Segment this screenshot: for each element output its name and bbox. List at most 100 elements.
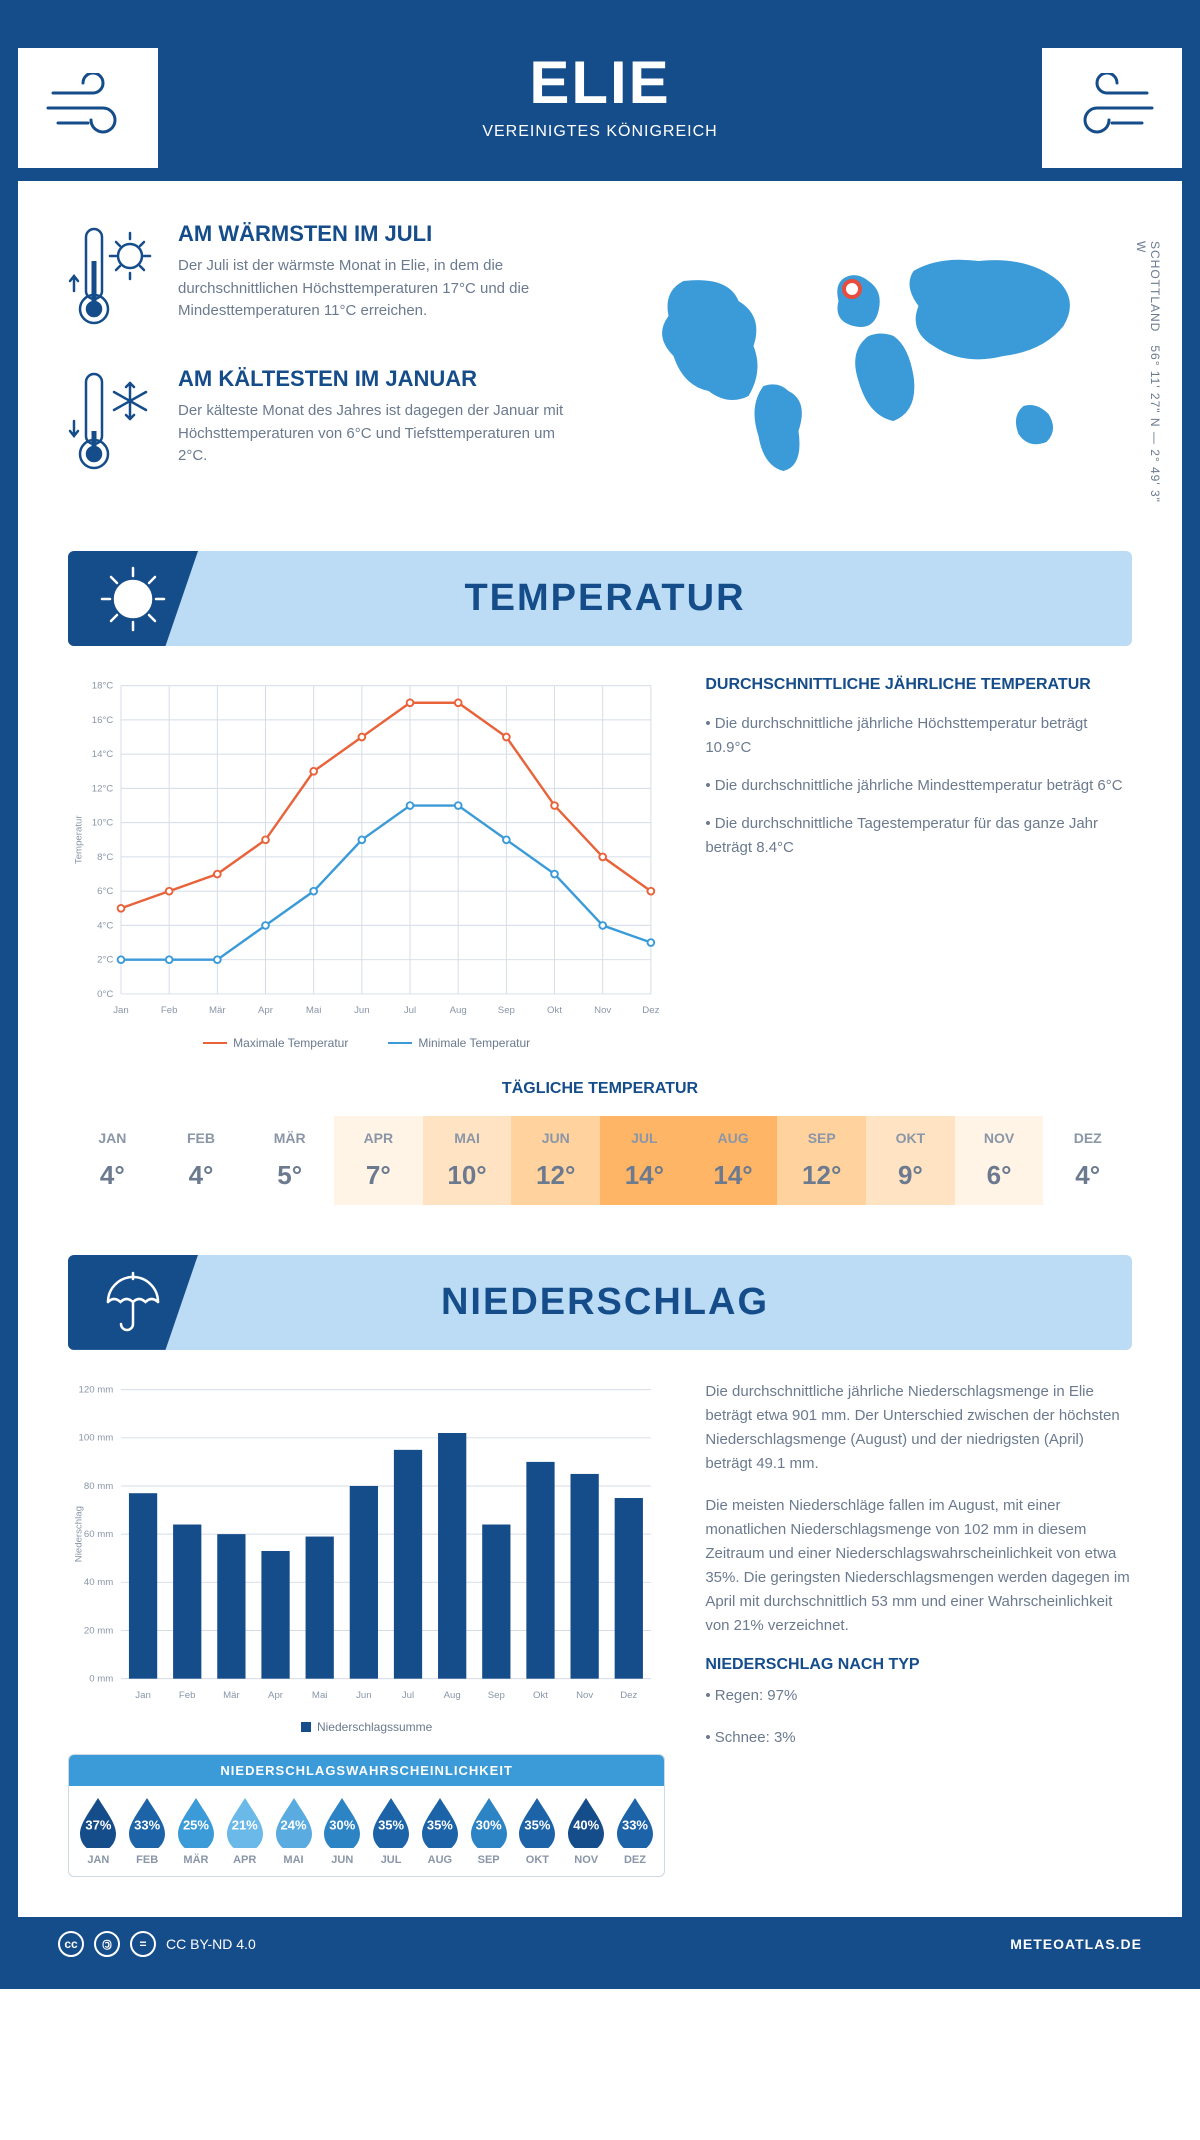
city-title: ELIE: [38, 48, 1162, 117]
nd-icon: =: [130, 1931, 156, 1957]
precipitation-left: 0 mm20 mm40 mm60 mm80 mm100 mm120 mmJanF…: [68, 1380, 665, 1878]
temp-cell: AUG14°: [689, 1116, 778, 1205]
footer-left: cc 🄯 = CC BY-ND 4.0: [58, 1931, 256, 1957]
prob-cell: 30% SEP: [465, 1796, 512, 1866]
intro-left: AM WÄRMSTEN IM JULI Der Juli ist der wär…: [68, 221, 585, 511]
warmest-text: Der Juli ist der wärmste Monat in Elie, …: [178, 255, 585, 323]
daily-temp-title: TÄGLICHE TEMPERATUR: [68, 1080, 1132, 1098]
umbrella-icon: [68, 1255, 198, 1350]
svg-text:20 mm: 20 mm: [84, 1625, 113, 1636]
svg-text:4°C: 4°C: [97, 920, 113, 931]
temp-info-title: DURCHSCHNITTLICHE JÄHRLICHE TEMPERATUR: [705, 676, 1132, 694]
svg-text:40 mm: 40 mm: [84, 1577, 113, 1588]
prob-cell: 33% DEZ: [612, 1796, 659, 1866]
svg-text:12°C: 12°C: [92, 783, 114, 794]
daily-temperature: TÄGLICHE TEMPERATUR JAN4°FEB4°MÄR5°APR7°…: [68, 1080, 1132, 1205]
thermometer-cold-icon: [68, 366, 158, 481]
precipitation-banner: NIEDERSCHLAG: [68, 1255, 1132, 1350]
svg-text:Jan: Jan: [135, 1690, 151, 1701]
svg-text:16°C: 16°C: [92, 715, 114, 726]
temp-legend: Maximale Temperatur Minimale Temperatur: [68, 1036, 665, 1050]
prob-cell: 24% MAI: [270, 1796, 317, 1866]
prob-cell: 33% FEB: [124, 1796, 171, 1866]
svg-text:10°C: 10°C: [92, 818, 114, 829]
coordinates: SCHOTTLAND 56° 11' 27" N — 2° 49' 3" W: [1134, 241, 1162, 511]
site-name: METEOATLAS.DE: [1010, 1936, 1142, 1952]
temp-cell: JAN4°: [68, 1116, 157, 1205]
svg-text:2°C: 2°C: [97, 955, 113, 966]
svg-text:Aug: Aug: [450, 1005, 467, 1016]
svg-text:Nov: Nov: [594, 1005, 611, 1016]
svg-text:Feb: Feb: [161, 1005, 178, 1016]
coldest-text: Der kälteste Monat des Jahres ist dagege…: [178, 400, 585, 468]
temperature-info: DURCHSCHNITTLICHE JÄHRLICHE TEMPERATUR •…: [705, 676, 1132, 1050]
svg-text:Niederschlag: Niederschlag: [73, 1506, 84, 1562]
temp-cell: APR7°: [334, 1116, 423, 1205]
precipitation-section: 0 mm20 mm40 mm60 mm80 mm100 mm120 mmJanF…: [68, 1380, 1132, 1878]
svg-text:Mär: Mär: [209, 1005, 226, 1016]
svg-text:Jul: Jul: [402, 1690, 414, 1701]
svg-text:0 mm: 0 mm: [89, 1673, 113, 1684]
prob-cell: 35% JUL: [368, 1796, 415, 1866]
prob-cell: 25% MÄR: [173, 1796, 220, 1866]
prob-cell: 21% APR: [221, 1796, 268, 1866]
daily-temp-cells: JAN4°FEB4°MÄR5°APR7°MAI10°JUN12°JUL14°AU…: [68, 1116, 1132, 1205]
temperature-line-chart: 0°C2°C4°C6°C8°C10°C12°C14°C16°C18°CJanFe…: [68, 676, 665, 1050]
svg-text:Aug: Aug: [444, 1690, 461, 1701]
svg-text:Dez: Dez: [642, 1005, 659, 1016]
precip-type-1: • Regen: 97%: [705, 1684, 1132, 1708]
coldest-title: AM KÄLTESTEN IM JANUAR: [178, 366, 585, 392]
precip-p2: Die meisten Niederschläge fallen im Augu…: [705, 1494, 1132, 1638]
temp-cell: DEZ4°: [1043, 1116, 1132, 1205]
svg-text:Nov: Nov: [576, 1690, 593, 1701]
svg-text:Temperatur: Temperatur: [73, 815, 84, 864]
prob-cells: 37% JAN 33% FEB 25% MÄR 21% APR 24% MAI …: [69, 1786, 664, 1876]
temperature-section: 0°C2°C4°C6°C8°C10°C12°C14°C16°C18°CJanFe…: [68, 676, 1132, 1050]
svg-text:Dez: Dez: [620, 1690, 637, 1701]
svg-text:120 mm: 120 mm: [79, 1384, 114, 1395]
prob-title: NIEDERSCHLAGSWAHRSCHEINLICHKEIT: [69, 1755, 664, 1786]
intro-row: AM WÄRMSTEN IM JULI Der Juli ist der wär…: [68, 221, 1132, 511]
temp-cell: MÄR5°: [245, 1116, 334, 1205]
svg-text:Sep: Sep: [488, 1690, 505, 1701]
svg-text:Mär: Mär: [223, 1690, 240, 1701]
precipitation-heading: NIEDERSCHLAG: [198, 1281, 1132, 1324]
temp-cell: NOV6°: [955, 1116, 1044, 1205]
content: AM WÄRMSTEN IM JULI Der Juli ist der wär…: [18, 181, 1182, 1917]
svg-text:Jul: Jul: [404, 1005, 416, 1016]
prob-cell: 40% NOV: [563, 1796, 610, 1866]
svg-text:Jan: Jan: [113, 1005, 129, 1016]
svg-text:14°C: 14°C: [92, 749, 114, 760]
prob-cell: 30% JUN: [319, 1796, 366, 1866]
temp-bullet-2: • Die durchschnittliche jährliche Mindes…: [705, 774, 1132, 798]
prob-cell: 37% JAN: [75, 1796, 122, 1866]
license-text: CC BY-ND 4.0: [166, 1936, 256, 1952]
svg-text:Mai: Mai: [312, 1690, 328, 1701]
temp-cell: MAI10°: [423, 1116, 512, 1205]
svg-text:8°C: 8°C: [97, 852, 113, 863]
sun-icon: [68, 551, 198, 646]
svg-text:Apr: Apr: [268, 1690, 284, 1701]
footer: cc 🄯 = CC BY-ND 4.0 METEOATLAS.DE: [18, 1917, 1182, 1971]
cc-icon: cc: [58, 1931, 84, 1957]
svg-text:Apr: Apr: [258, 1005, 274, 1016]
infographic-page: ELIE VEREINIGTES KÖNIGREICH AM WÄRMSTEN …: [0, 0, 1200, 1989]
svg-text:0°C: 0°C: [97, 989, 113, 1000]
temperature-heading: TEMPERATUR: [198, 577, 1132, 620]
prob-cell: 35% AUG: [416, 1796, 463, 1866]
temp-cell: JUN12°: [511, 1116, 600, 1205]
country-subtitle: VEREINIGTES KÖNIGREICH: [38, 123, 1162, 141]
thermometer-hot-icon: [68, 221, 158, 336]
temp-bullet-3: • Die durchschnittliche Tagestemperatur …: [705, 812, 1132, 860]
svg-text:Feb: Feb: [179, 1690, 196, 1701]
svg-text:Jun: Jun: [356, 1690, 372, 1701]
precip-type-title: NIEDERSCHLAG NACH TYP: [705, 1656, 1132, 1674]
precipitation-probability-box: NIEDERSCHLAGSWAHRSCHEINLICHKEIT 37% JAN …: [68, 1754, 665, 1877]
temp-cell: JUL14°: [600, 1116, 689, 1205]
svg-text:6°C: 6°C: [97, 886, 113, 897]
temp-cell: SEP12°: [777, 1116, 866, 1205]
svg-text:Okt: Okt: [533, 1690, 548, 1701]
svg-text:Okt: Okt: [547, 1005, 562, 1016]
world-map: [615, 221, 1132, 486]
warmest-title: AM WÄRMSTEN IM JULI: [178, 221, 585, 247]
